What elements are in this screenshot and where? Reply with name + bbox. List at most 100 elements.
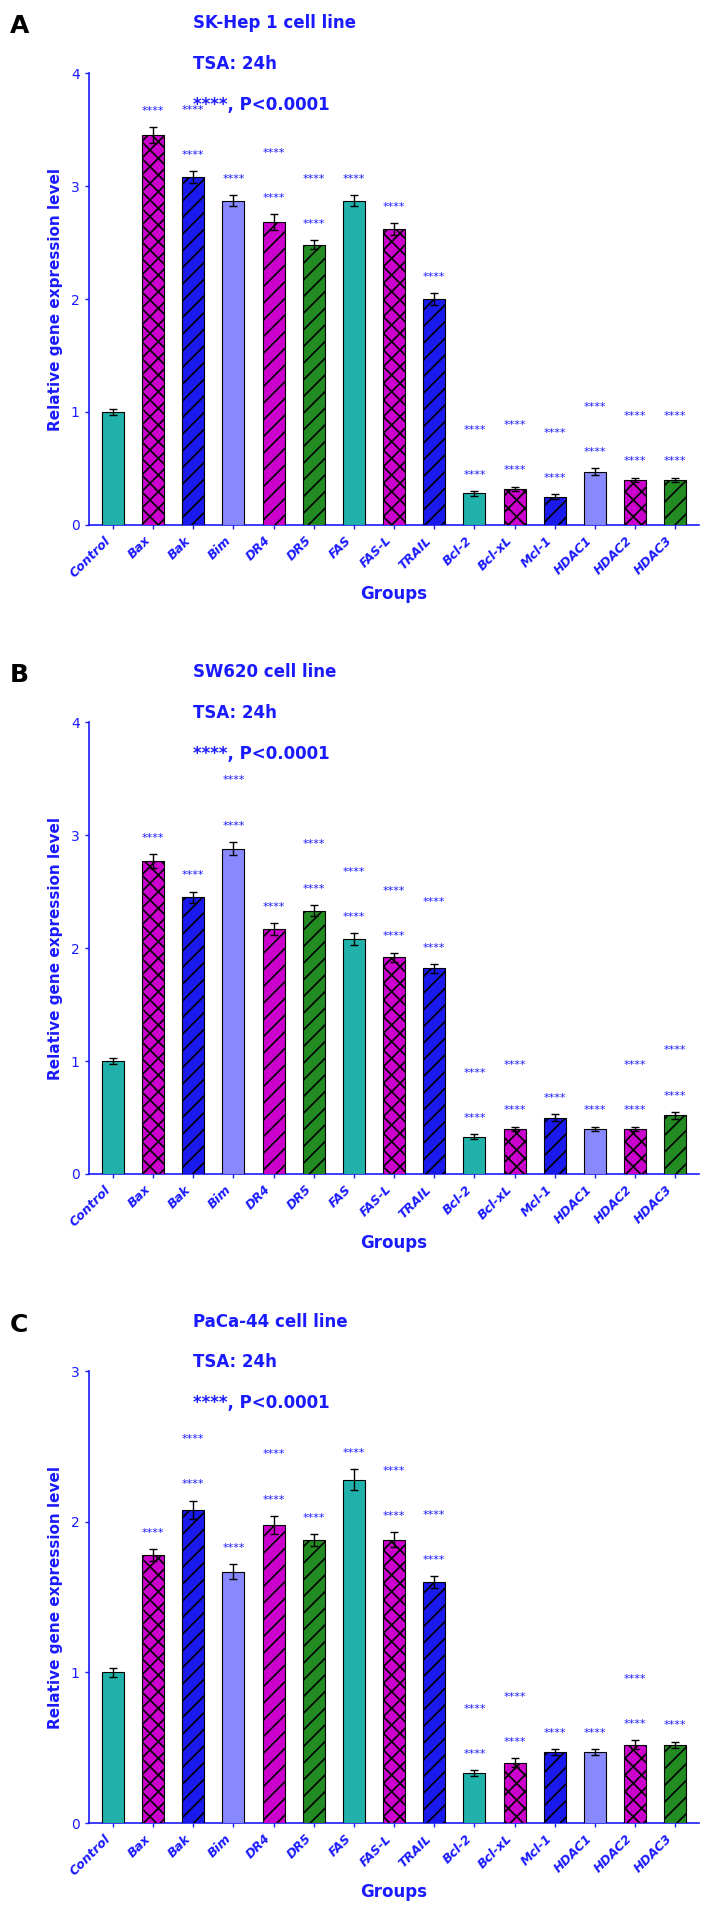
Text: ****: ****: [222, 775, 245, 786]
Text: ****: ****: [584, 1105, 606, 1114]
Text: ****: ****: [383, 201, 405, 213]
Text: ****: ****: [182, 1479, 205, 1490]
Bar: [584, 1130, 606, 1174]
Text: ****: ****: [182, 105, 205, 115]
Text: ****: ****: [584, 447, 606, 456]
X-axis label: Groups: Groups: [361, 585, 427, 604]
Bar: [463, 1774, 485, 1822]
Text: ****: ****: [543, 474, 566, 483]
Text: ****: ****: [383, 1511, 405, 1521]
Text: ****: ****: [423, 1509, 445, 1519]
Text: ****: ****: [543, 1093, 566, 1103]
Text: ****: ****: [624, 1105, 647, 1114]
Bar: [624, 480, 646, 526]
Text: ****: ****: [503, 466, 526, 476]
Bar: [463, 493, 485, 526]
Text: PaCa-44 cell line: PaCa-44 cell line: [193, 1312, 347, 1331]
Text: ****: ****: [222, 1542, 245, 1554]
Text: ****: ****: [182, 150, 205, 159]
Text: ****: ****: [423, 272, 445, 282]
Bar: [223, 848, 244, 1174]
Text: ****: ****: [383, 886, 405, 896]
Text: ****: ****: [302, 1513, 325, 1523]
Text: ****: ****: [503, 1738, 526, 1747]
Bar: [423, 969, 445, 1174]
Text: ****, P<0.0001: ****, P<0.0001: [193, 1394, 329, 1412]
Bar: [102, 1061, 124, 1174]
Bar: [182, 898, 204, 1174]
Bar: [343, 940, 365, 1174]
Text: ****: ****: [503, 1061, 526, 1070]
Text: ****: ****: [383, 932, 405, 942]
Bar: [503, 489, 526, 526]
Text: TSA: 24h: TSA: 24h: [193, 704, 276, 721]
Text: ****: ****: [463, 424, 485, 435]
Text: ****: ****: [343, 1448, 365, 1458]
Text: ****: ****: [463, 1703, 485, 1715]
Text: ****: ****: [584, 1728, 606, 1738]
Text: ****: ****: [222, 175, 245, 184]
Bar: [223, 201, 244, 526]
Text: ****: ****: [664, 1091, 687, 1101]
Text: ****: ****: [343, 867, 365, 877]
Text: ****: ****: [423, 1555, 445, 1565]
Text: ****: ****: [423, 898, 445, 907]
Text: ****, P<0.0001: ****, P<0.0001: [193, 744, 329, 763]
Text: ****: ****: [343, 175, 365, 184]
Text: ****: ****: [624, 1674, 647, 1684]
Text: ****: ****: [302, 838, 325, 848]
Bar: [102, 412, 124, 526]
Text: TSA: 24h: TSA: 24h: [193, 56, 276, 73]
Text: ****: ****: [182, 871, 205, 880]
Bar: [142, 861, 164, 1174]
Text: ****: ****: [664, 410, 687, 422]
Text: ****: ****: [503, 1692, 526, 1701]
Text: ****: ****: [503, 420, 526, 430]
Bar: [303, 246, 325, 526]
Bar: [423, 299, 445, 526]
Text: ****: ****: [383, 1465, 405, 1477]
Bar: [543, 1753, 566, 1822]
Bar: [263, 1525, 285, 1822]
Text: ****: ****: [463, 1749, 485, 1759]
Y-axis label: Relative gene expression level: Relative gene expression level: [47, 167, 62, 430]
Bar: [142, 1555, 164, 1822]
Text: ****: ****: [222, 821, 245, 830]
Bar: [584, 1753, 606, 1822]
Text: ****: ****: [262, 1450, 285, 1460]
Text: ****: ****: [262, 901, 285, 911]
Bar: [584, 472, 606, 526]
Text: ****: ****: [624, 1061, 647, 1070]
Bar: [182, 176, 204, 526]
Bar: [383, 1540, 405, 1822]
Text: ****: ****: [262, 194, 285, 203]
Bar: [263, 928, 285, 1174]
Text: ****: ****: [463, 1068, 485, 1078]
Bar: [263, 222, 285, 526]
Bar: [303, 1540, 325, 1822]
Text: ****: ****: [423, 942, 445, 953]
Bar: [343, 1479, 365, 1822]
Bar: [664, 1114, 686, 1174]
Text: B: B: [9, 664, 29, 687]
Text: ****: ****: [182, 1435, 205, 1444]
Bar: [624, 1130, 646, 1174]
Text: C: C: [9, 1312, 28, 1337]
Text: ****: ****: [142, 1527, 164, 1538]
Text: ****: ****: [664, 1045, 687, 1055]
Text: SK-Hep 1 cell line: SK-Hep 1 cell line: [193, 15, 356, 33]
Bar: [303, 911, 325, 1174]
Text: ****: ****: [624, 1719, 647, 1728]
Bar: [182, 1509, 204, 1822]
Text: TSA: 24h: TSA: 24h: [193, 1354, 276, 1371]
Y-axis label: Relative gene expression level: Relative gene expression level: [47, 817, 62, 1080]
X-axis label: Groups: Groups: [361, 1235, 427, 1252]
Text: ****: ****: [142, 832, 164, 844]
Text: ****: ****: [463, 1112, 485, 1124]
Text: ****: ****: [343, 913, 365, 923]
Text: ****: ****: [262, 1494, 285, 1504]
Text: ****: ****: [302, 175, 325, 184]
Text: ****: ****: [463, 470, 485, 480]
Text: ****: ****: [302, 219, 325, 228]
Text: ****: ****: [503, 1105, 526, 1114]
